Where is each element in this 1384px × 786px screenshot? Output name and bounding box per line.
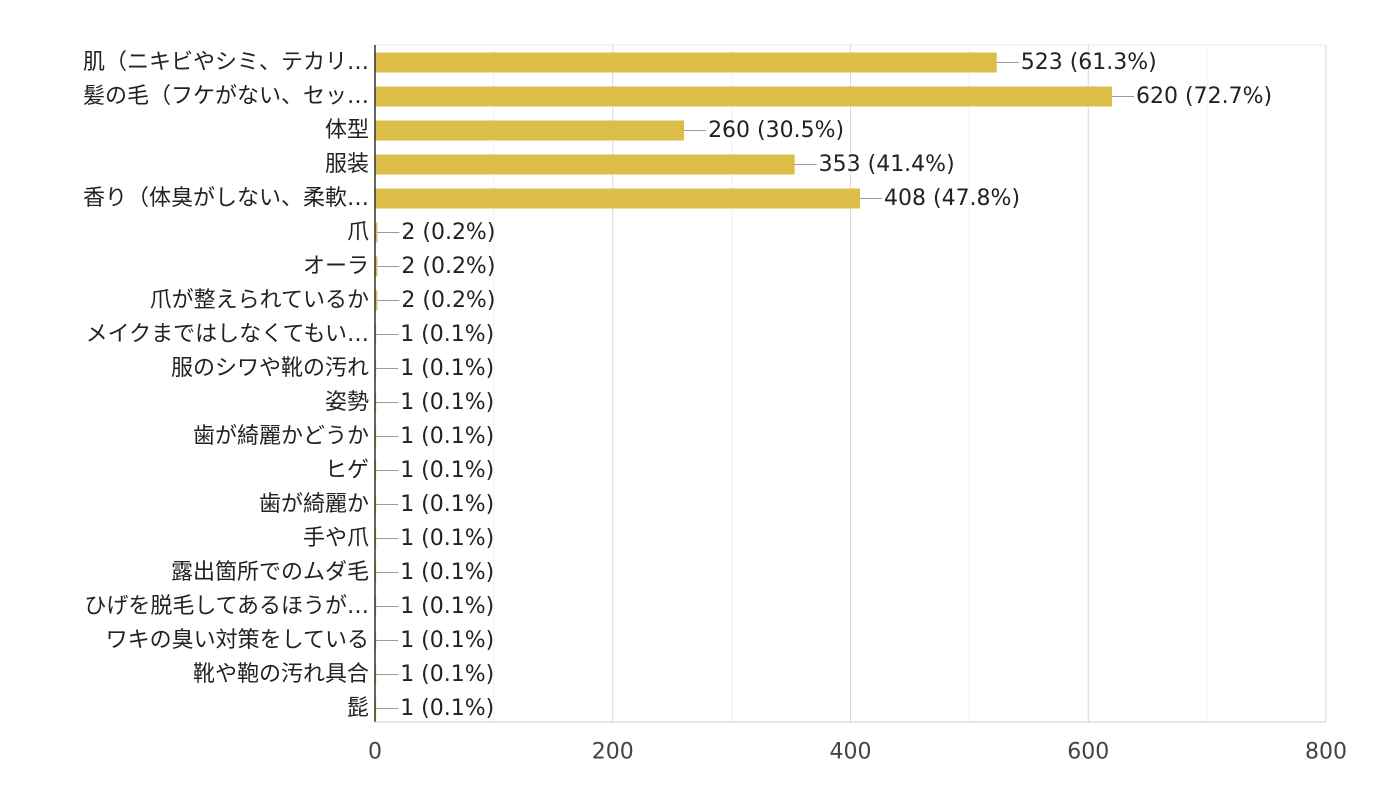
bar	[375, 86, 1113, 107]
category-label: 髭	[347, 696, 369, 721]
data-label: 1 (0.1%)	[400, 390, 494, 415]
bar	[375, 290, 378, 311]
data-label: 353 (41.4%)	[819, 152, 955, 177]
category-label: 香り（体臭がしない、柔軟…	[83, 186, 369, 211]
data-label: 1 (0.1%)	[400, 526, 494, 551]
bar	[375, 52, 997, 73]
data-label: 2 (0.2%)	[401, 288, 495, 313]
data-label: 523 (61.3%)	[1021, 50, 1157, 75]
data-label: 2 (0.2%)	[401, 220, 495, 245]
category-label: 爪が整えられているか	[150, 288, 369, 313]
category-label: ヒゲ	[325, 458, 369, 483]
data-label: 1 (0.1%)	[400, 628, 494, 653]
category-label: ワキの臭い対策をしている	[106, 628, 369, 653]
category-label: 歯が綺麗かどうか	[193, 424, 369, 449]
category-label: 姿勢	[325, 390, 369, 415]
x-tick-label: 200	[592, 740, 634, 765]
category-label: 髪の毛（フケがない、セッ…	[83, 84, 369, 109]
category-label: 服のシワや靴の汚れ	[171, 356, 369, 381]
x-axis-ticks: 0 200 400 600 800	[368, 45, 1347, 765]
bar	[375, 256, 378, 277]
category-label: メイクまではしなくてもい…	[86, 322, 369, 347]
bars	[375, 52, 1113, 719]
data-label: 1 (0.1%)	[400, 458, 494, 483]
data-label: 408 (47.8%)	[884, 186, 1020, 211]
data-label: 1 (0.1%)	[400, 662, 494, 687]
x-tick-label: 800	[1305, 740, 1347, 765]
data-label: 1 (0.1%)	[400, 594, 494, 619]
category-label: ひげを脱毛してあるほうが…	[84, 594, 369, 619]
x-tick-label: 400	[830, 740, 872, 765]
x-tick-label: 600	[1067, 740, 1109, 765]
x-tick-label: 0	[368, 740, 382, 765]
bar	[375, 188, 861, 209]
bar	[375, 120, 685, 141]
data-label: 1 (0.1%)	[400, 560, 494, 585]
category-label: オーラ	[303, 254, 369, 279]
category-labels: 肌（ニキビやシミ、テカリ… 髪の毛（フケがない、セッ… 体型服装香り（体臭がしない、…	[83, 50, 369, 721]
category-label: 服装	[325, 152, 369, 177]
category-label: 手や爪	[303, 526, 369, 551]
data-labels: 523 (61.3%) 620 (72.7%) 260 (30.5%) 353 (41…	[376, 50, 1272, 721]
data-label: 1 (0.1%)	[400, 356, 494, 381]
category-label: 体型	[325, 118, 369, 143]
gridlines	[375, 44, 1327, 722]
bar	[375, 222, 378, 243]
category-label: 靴や鞄の汚れ具合	[193, 662, 369, 687]
category-label: 歯が綺麗か	[259, 492, 369, 517]
bar	[375, 154, 795, 175]
data-label: 1 (0.1%)	[400, 322, 494, 347]
category-label: 露出箇所でのムダ毛	[171, 560, 369, 585]
data-label: 2 (0.2%)	[401, 254, 495, 279]
data-label: 1 (0.1%)	[400, 696, 494, 721]
category-label: 爪	[347, 220, 369, 245]
data-label: 620 (72.7%)	[1136, 84, 1272, 109]
data-label: 1 (0.1%)	[400, 424, 494, 449]
data-label: 260 (30.5%)	[708, 118, 844, 143]
data-label: 1 (0.1%)	[400, 492, 494, 517]
category-label: 肌（ニキビやシミ、テカリ…	[83, 50, 369, 75]
